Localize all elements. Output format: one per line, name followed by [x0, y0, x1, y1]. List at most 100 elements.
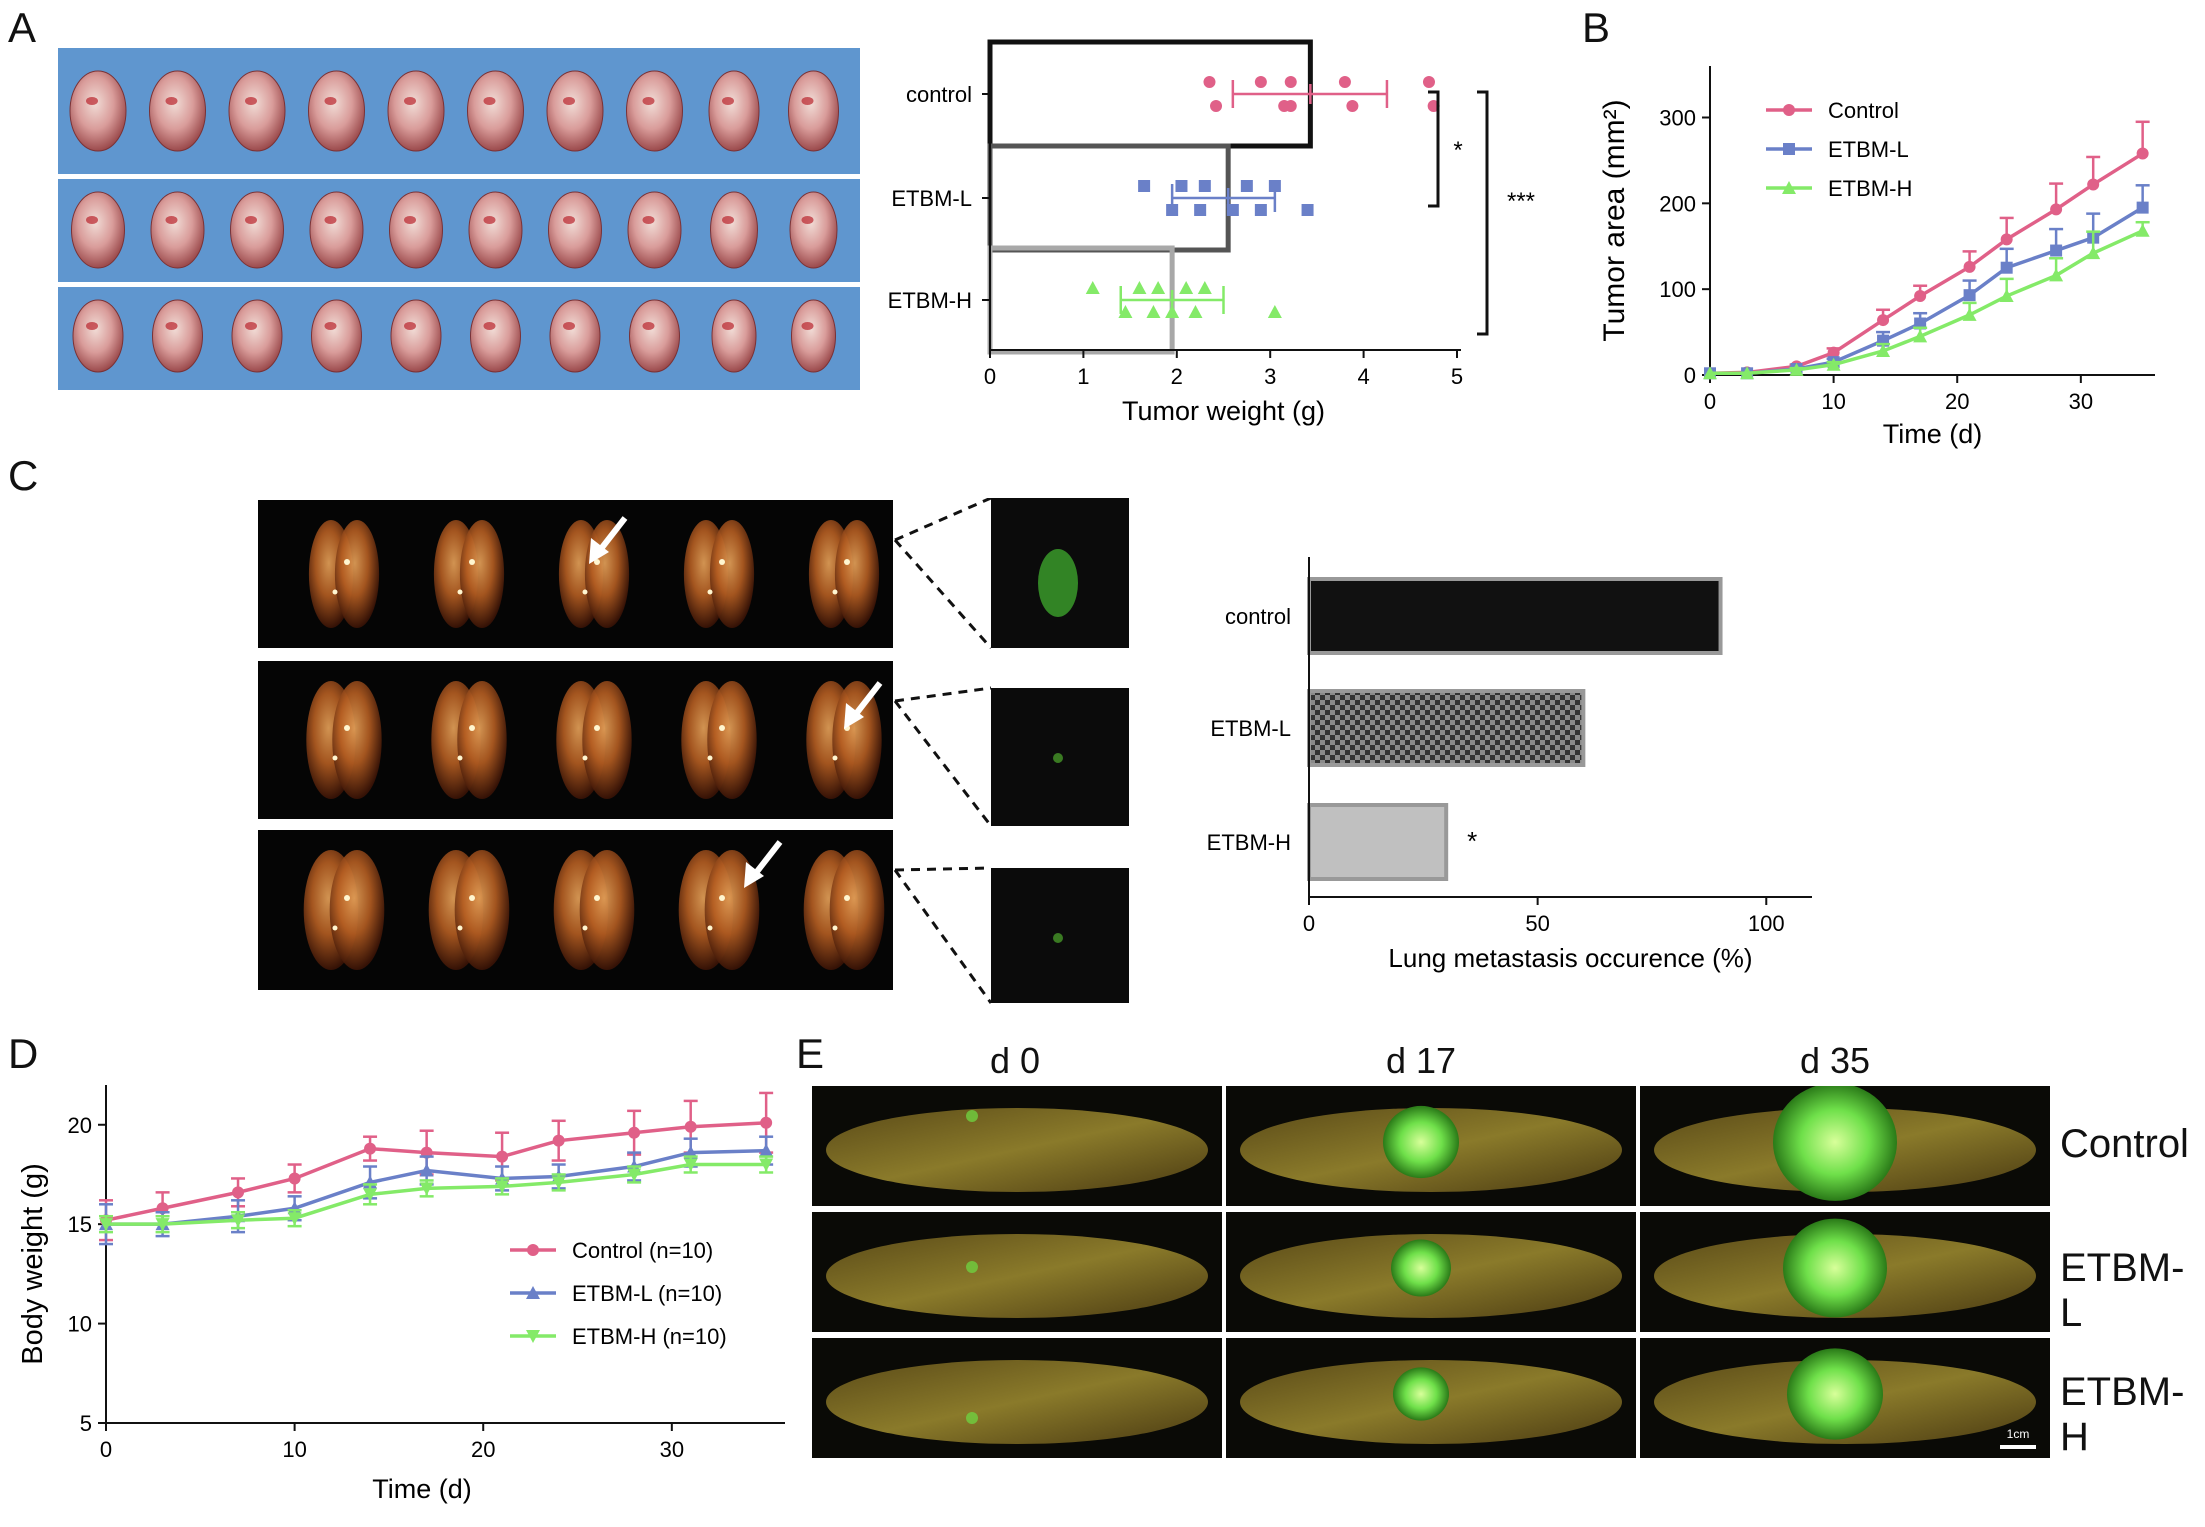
data-point	[1740, 366, 1755, 380]
panel-letter-d: D	[8, 1030, 39, 1077]
data-point	[1198, 180, 1211, 192]
data-point	[552, 1134, 565, 1147]
lung-highlight	[832, 925, 838, 931]
data-point	[1188, 305, 1203, 318]
data-point	[628, 1126, 641, 1139]
x-tick-label: 0	[984, 364, 996, 389]
data-point	[760, 1116, 773, 1129]
lung-highlight	[332, 755, 338, 761]
legend-label: ETBM-L (n=10)	[572, 1281, 722, 1306]
bar	[1307, 803, 1449, 881]
lung-highlight	[844, 895, 850, 901]
data-point	[1914, 290, 1927, 303]
lung-highlight	[469, 895, 475, 901]
significance-bracket	[1428, 90, 1440, 208]
data-point	[1962, 307, 1977, 321]
x-tick-label: 4	[1357, 364, 1369, 389]
tumor	[152, 299, 203, 373]
data-point	[2136, 147, 2149, 160]
zoom-guide-line	[894, 498, 992, 542]
tumor	[546, 70, 604, 152]
data-point	[759, 1158, 774, 1172]
data-point	[1197, 281, 1212, 294]
lung-highlight	[719, 895, 725, 901]
data-point	[1166, 204, 1179, 216]
tumor-weight-chart: Tumor weight (g) 0 1 2 3 4 5 control ETBM-L ETBM…	[888, 39, 1535, 426]
data-point	[363, 1188, 378, 1202]
tumor	[627, 191, 682, 269]
data-point	[495, 1180, 510, 1194]
tumor-vessel	[483, 97, 496, 105]
tumor	[150, 191, 205, 269]
legend-label: Control (n=10)	[572, 1238, 713, 1263]
zoom-guide-line	[893, 539, 993, 649]
metastasis-spot	[1053, 933, 1063, 943]
data-point	[1914, 317, 1927, 330]
tumor	[311, 299, 362, 373]
lung-highlight	[594, 895, 600, 901]
lung-lobe	[334, 520, 380, 628]
lung-highlight	[594, 559, 600, 565]
tumor	[72, 299, 124, 373]
y-tick-label: 300	[1659, 106, 1696, 131]
y-tick-label: 200	[1659, 191, 1696, 216]
tumor	[710, 191, 758, 269]
legend-label: Control	[1828, 98, 1899, 123]
data-point	[1226, 204, 1239, 216]
mouse-body	[826, 1108, 1208, 1192]
tumor-vessel	[404, 97, 416, 105]
legend-label: ETBM-H (n=10)	[572, 1324, 727, 1349]
y-tick-label: 15	[68, 1212, 92, 1237]
data-point	[1422, 76, 1435, 88]
zoom-guide-line	[893, 700, 993, 827]
tumor-vessel	[324, 216, 337, 224]
x-axis-label: Time (d)	[1883, 419, 1983, 449]
data-point	[364, 1142, 377, 1155]
tumor-photo	[58, 48, 860, 390]
tumor-vessel	[245, 322, 257, 330]
tumor	[468, 191, 523, 269]
fluor-speck	[966, 1110, 978, 1122]
category-label: control	[906, 82, 972, 107]
tumor	[470, 299, 521, 373]
lung-highlight	[457, 755, 463, 761]
data-point	[1338, 76, 1351, 88]
data-point	[2086, 246, 2101, 260]
tumor-fluorescence	[1393, 1367, 1449, 1421]
tumor-vessel	[483, 216, 496, 224]
tumor	[548, 191, 602, 269]
x-tick-label: 2	[1171, 364, 1183, 389]
lung-lobe	[579, 850, 635, 970]
tumor-area-chart: Time (d) Tumor area (mm²) 0 10 20 300100200…	[1598, 66, 2155, 449]
tumor	[708, 70, 760, 152]
row-label-etbm-h: ETBM-H	[2060, 1370, 2185, 1459]
legend-label: ETBM-L	[1828, 137, 1909, 162]
lung-lobe	[454, 850, 510, 970]
day-label: d 0	[990, 1040, 1041, 1081]
x-tick-label: 5	[1451, 364, 1463, 389]
x-tick-label: 20	[1945, 389, 1969, 414]
data-point	[1194, 204, 1207, 216]
tumor-vessel	[165, 97, 178, 105]
lung-highlight	[707, 755, 713, 761]
data-point	[1254, 204, 1267, 216]
data-point	[1085, 281, 1100, 294]
x-tick-label: 0	[1704, 389, 1716, 414]
data-point	[232, 1186, 245, 1199]
tumor	[389, 191, 443, 269]
data-point	[287, 1212, 302, 1226]
row-label-etbm-l: ETBM-L	[2060, 1246, 2185, 1335]
tumor	[467, 70, 524, 152]
data-point	[627, 1168, 642, 1182]
lung-highlight	[582, 755, 588, 761]
category-label: ETBM-L	[891, 186, 972, 211]
x-tick-label: 1	[1077, 364, 1089, 389]
lung-highlight	[707, 925, 713, 931]
fluor-speck	[966, 1261, 978, 1273]
data-point	[1203, 76, 1216, 88]
tumor	[309, 191, 364, 269]
lung-highlight	[832, 589, 838, 595]
significance-bracket	[1477, 90, 1489, 336]
legend-marker	[1783, 143, 1795, 155]
photo-divider	[58, 282, 860, 287]
